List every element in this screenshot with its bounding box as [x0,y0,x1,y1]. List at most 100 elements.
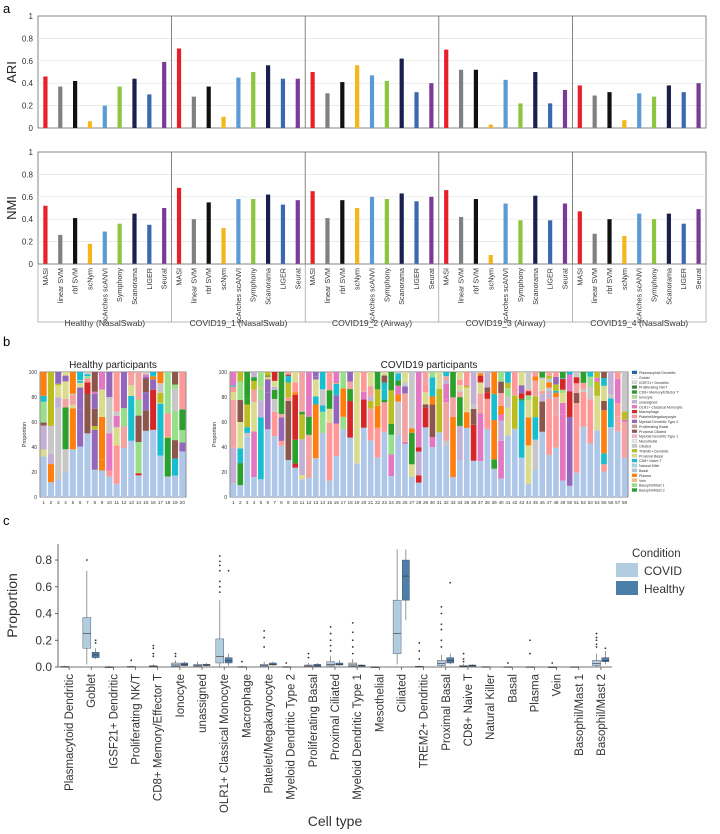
stacked-segment [608,398,614,428]
group-label: COVID19_3 (Airway) [465,318,545,328]
legend-swatch [631,458,638,463]
stacked-segment [443,380,449,385]
bar [340,82,345,128]
box [171,662,180,667]
stacked-segment [77,446,84,497]
stacked-segment [402,393,408,442]
stacked-segment [237,422,244,449]
stacked-segment [614,403,621,417]
stacked-segment [106,397,113,434]
bar [533,72,538,128]
stacked-segment [360,391,367,400]
stacked-segment [62,449,69,473]
method-tick-label: scArches scANVI [368,268,377,324]
bar [622,236,627,264]
participant-tick-label: 10 [293,500,299,505]
stacked-segment [360,399,367,428]
category-tick-label: Mesothelial [374,674,386,732]
y-tick-label: 0 [224,495,227,501]
legend-swatch-covid [616,563,638,577]
legend-swatch [631,444,638,448]
stacked-segment [367,396,374,401]
stacked-segment [285,397,292,401]
legend-title: Condition [632,548,681,560]
stacked-segment [312,396,319,405]
stacked-segment [429,377,436,387]
legend-label: Proximal Basal [639,454,663,458]
stacked-segment [84,378,91,383]
participant-tick-label: 57 [615,500,621,505]
stacked-segment [457,390,463,392]
participant-tick-label: 3 [246,500,249,505]
stacked-segment [285,372,292,375]
stacked-segment [463,387,470,413]
stacked-segment [128,381,135,386]
bar [58,86,63,128]
category-tick-label: unassigned [197,674,209,733]
stacked-segment [381,382,388,390]
participant-tick-label: 32 [444,500,450,505]
legend-swatch [631,429,638,433]
outlier-point [218,591,221,594]
stacked-segment [553,415,559,448]
participant-tick-label: 55 [601,500,607,505]
participant-tick-label: 39 [492,500,498,505]
stacked-segment [559,378,566,390]
stacked-segment [559,372,566,379]
box [348,662,357,667]
legend-label: Ciliated [639,445,651,449]
stacked-segment [292,394,299,440]
stacked-segment [271,389,278,399]
stacked-segment [477,393,484,414]
outlier-point [529,652,531,655]
category-tick-label: Proximal Basal [441,674,453,751]
stacked-segment [264,376,271,378]
participant-tick-label: 7 [273,500,276,505]
stacked-segment [409,432,415,465]
participant-tick-label: 35 [464,500,470,505]
stacked-segment [450,372,456,398]
stacked-segment [381,375,388,383]
stacked-segment [120,447,127,497]
stacked-segment [319,389,326,406]
method-tick-label: MASI [442,268,451,286]
stacked-segment [409,476,415,497]
legend-swatch [631,400,638,404]
stacked-segment [106,470,113,477]
stacked-segment [559,480,566,497]
stacked-segment [312,379,319,389]
category-tick-label: Natural Killer [485,674,497,740]
method-tick-label: Scanorama [531,268,540,305]
stacked-segment [306,372,312,417]
stacked-segment [553,372,559,377]
stacked-segment [532,380,539,397]
bar [265,194,271,264]
participant-tick-label: 14 [136,500,142,505]
bar [488,124,493,128]
method-tick-label: scNym [353,268,362,290]
stacked-segment [237,463,244,486]
stacked-segment [457,460,463,497]
stacked-segment [381,399,388,403]
stacked-segment [285,459,292,497]
stacked-segment [333,383,340,396]
stacked-segment [237,448,244,464]
outlier-point [418,642,421,644]
outlier-point [418,650,421,652]
bar [681,223,686,264]
outlier-point [329,632,332,635]
panel-c-boxplot: 0.0 0.2 0.4 0.6 0.8 Proportion Cell type Plasma… [4,544,685,829]
stacked-segment [333,455,340,497]
participant-tick-label: 17 [341,500,347,505]
outlier-point [227,569,230,572]
stacked-segment [621,419,628,422]
stacked-segment [587,372,594,377]
participant-tick-label: 4 [64,500,67,505]
stacked-segment [244,398,250,405]
stacked-segment [258,372,264,388]
method-tick-label: linear SVM [590,268,599,303]
bar [548,103,553,128]
stacked-segment [443,445,449,497]
method-tick-label: Scanorama [130,268,139,305]
stacked-segment [271,436,278,497]
